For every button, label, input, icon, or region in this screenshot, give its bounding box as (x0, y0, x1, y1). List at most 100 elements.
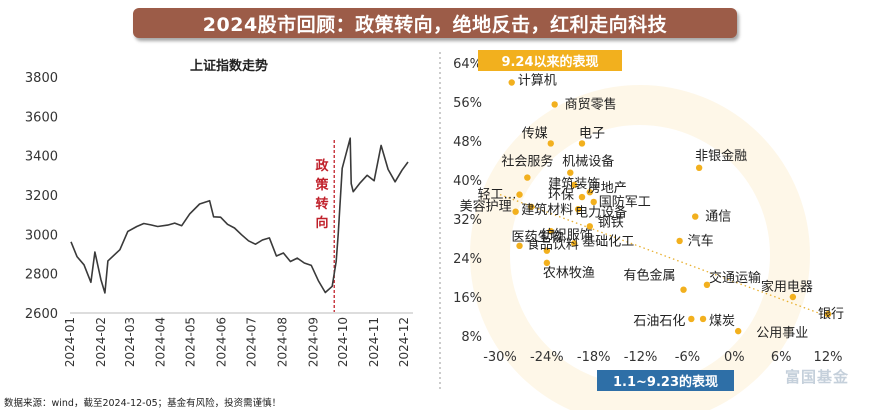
line-y-tick-label: 3200 (25, 189, 58, 204)
scatter-point (676, 237, 683, 245)
scatter-point-label: 钢铁 (598, 215, 624, 230)
line-x-tick-label: 2024-02 (94, 317, 108, 367)
line-x-tick-label: 2024-10 (336, 317, 350, 367)
line-x-tick-label: 2024-01 (63, 317, 77, 367)
scatter-point-label: 美容护理 (460, 199, 512, 215)
scatter-point (692, 213, 699, 220)
line-y-tick-label: 3800 (25, 71, 58, 86)
scatter-point (570, 181, 578, 189)
scatter-point-label: 食品饮料 (527, 237, 579, 253)
scatter-point (570, 240, 578, 247)
scatter-point (590, 198, 597, 206)
line-x-tick-label: 2024-12 (397, 317, 411, 367)
scatter-point-label: 计算机 (518, 74, 557, 89)
scatter-x-tick-label: -6% (675, 350, 700, 365)
scatter-point-label: 建筑材料 (521, 202, 573, 218)
scatter-point (699, 315, 707, 323)
scatter-point (695, 164, 703, 172)
scatter-point-label: 基础化工 (582, 234, 634, 249)
scatter-y-tick-label: 64% (453, 57, 482, 72)
line-chart-title: 上证指数走势 (190, 59, 269, 74)
scatter-point-label: 电子 (579, 126, 605, 141)
scatter-point-label: 社会服务 (501, 154, 553, 170)
policy-turn-annotation-char: 策 (315, 177, 329, 193)
policy-turn-annotation-char: 政 (315, 158, 329, 174)
scatter-point-label: 建筑装饰 (548, 176, 600, 192)
line-x-tick-label: 2024-09 (306, 317, 320, 367)
line-x-tick-label: 2024-03 (123, 317, 137, 367)
scatter-ylabel: 9.24以来的表现 (501, 55, 599, 70)
scatter-y-tick-label: 24% (453, 252, 482, 267)
line-x-tick-label: 2024-06 (215, 317, 229, 367)
scatter-point (512, 208, 519, 215)
scatter-point (528, 203, 535, 211)
scatter-point-label: 传媒 (522, 126, 548, 141)
line-x-tick-label: 2024-04 (154, 317, 168, 367)
scatter-point (567, 169, 574, 176)
line-y-tick-label: 3000 (25, 228, 58, 243)
scatter-point (543, 247, 551, 254)
scatter-point (680, 286, 687, 293)
scatter-point (578, 140, 586, 147)
scatter-point-label: 石油石化 (633, 314, 685, 329)
line-y-tick-label: 3600 (25, 110, 58, 125)
scatter-point-label: 商贸零售 (565, 96, 617, 112)
scatter-point (524, 174, 531, 181)
scatter-x-tick-label: -30% (483, 350, 517, 365)
line-x-tick-label: 2024-08 (275, 317, 289, 367)
scatter-point (547, 227, 554, 235)
scatter-point-label: 房地产 (588, 180, 627, 196)
policy-turn-annotation-char: 向 (315, 215, 328, 231)
scatter-point-label: 医药生物 (512, 230, 564, 245)
scatter-x-tick-label: -12% (624, 350, 658, 365)
scatter-point-label: 电力设备 (575, 204, 627, 220)
scatter-point (516, 242, 523, 250)
scatter-y-tick-label: 56% (453, 96, 482, 111)
line-x-tick-label: 2024-05 (184, 317, 198, 367)
x-axis-badge: 1.1~9.23的表现 (597, 370, 734, 391)
scatter-x-tick-label: 12% (814, 350, 843, 365)
scatter-x-tick-label: 0% (724, 350, 745, 365)
scatter-point (551, 101, 558, 108)
scatter-point (508, 79, 515, 86)
scatter-point (586, 223, 594, 230)
scatter-y-tick-label: 8% (461, 330, 482, 345)
scatter-point (688, 315, 695, 323)
sse-index-line (70, 137, 409, 294)
page-title-banner: 2024股市回顾：政策转向，绝地反击，红利走向科技 (133, 8, 737, 38)
scatter-y-tick-label: 40% (453, 174, 482, 189)
line-x-tick-label: 2024-07 (244, 317, 258, 367)
scatter-point (516, 191, 523, 198)
scatter-point-label: 机械设备 (562, 154, 614, 170)
line-y-tick-label: 2800 (25, 268, 58, 283)
page-title: 2024股市回顾：政策转向，绝地反击，红利走向科技 (202, 13, 668, 36)
policy-turn-annotation-char: 转 (315, 196, 328, 212)
scatter-x-tick-label: -24% (530, 350, 564, 365)
scatter-point-label: 公用事业 (756, 326, 808, 341)
scatter-point (734, 327, 742, 335)
watermark-logo: 富国基金 (785, 368, 850, 386)
line-y-tick-label: 3400 (25, 150, 58, 165)
line-y-tick-label: 2600 (25, 307, 58, 322)
scatter-point-label: 纺织服饰 (541, 228, 593, 243)
line-x-tick-label: 2024-11 (367, 317, 381, 367)
scatter-y-tick-label: 32% (453, 213, 482, 228)
scatter-point-label: 环保 (548, 188, 574, 203)
scatter-point (586, 188, 594, 196)
footnote: 数据来源：wind，截至2024-12-05；基金有风险，投资需谨慎！ (4, 398, 282, 409)
scatter-y-tick-label: 16% (453, 291, 482, 306)
scatter-x-tick-label: -18% (577, 350, 611, 365)
y-axis-badge: 9.24以来的表现 (478, 50, 622, 71)
scatter-point (543, 259, 551, 267)
scatter-x-tick-label: 6% (771, 350, 792, 365)
scatter-point-label: 家用电器 (761, 279, 813, 295)
scatter-point-label: 农林牧渔 (543, 266, 595, 281)
scatter-point-label: 有色金属 (624, 268, 676, 284)
scatter-point-label: 汽车 (688, 233, 714, 249)
scatter-point (703, 281, 711, 289)
scatter-y-tick-label: 48% (453, 135, 482, 150)
scatter-point-label: 非银金融 (695, 148, 747, 164)
line-chart: 2600 2800 3000 3200 3400 3600 3800 2024-01 2024-… (25, 71, 413, 367)
scatter-point (824, 310, 832, 318)
